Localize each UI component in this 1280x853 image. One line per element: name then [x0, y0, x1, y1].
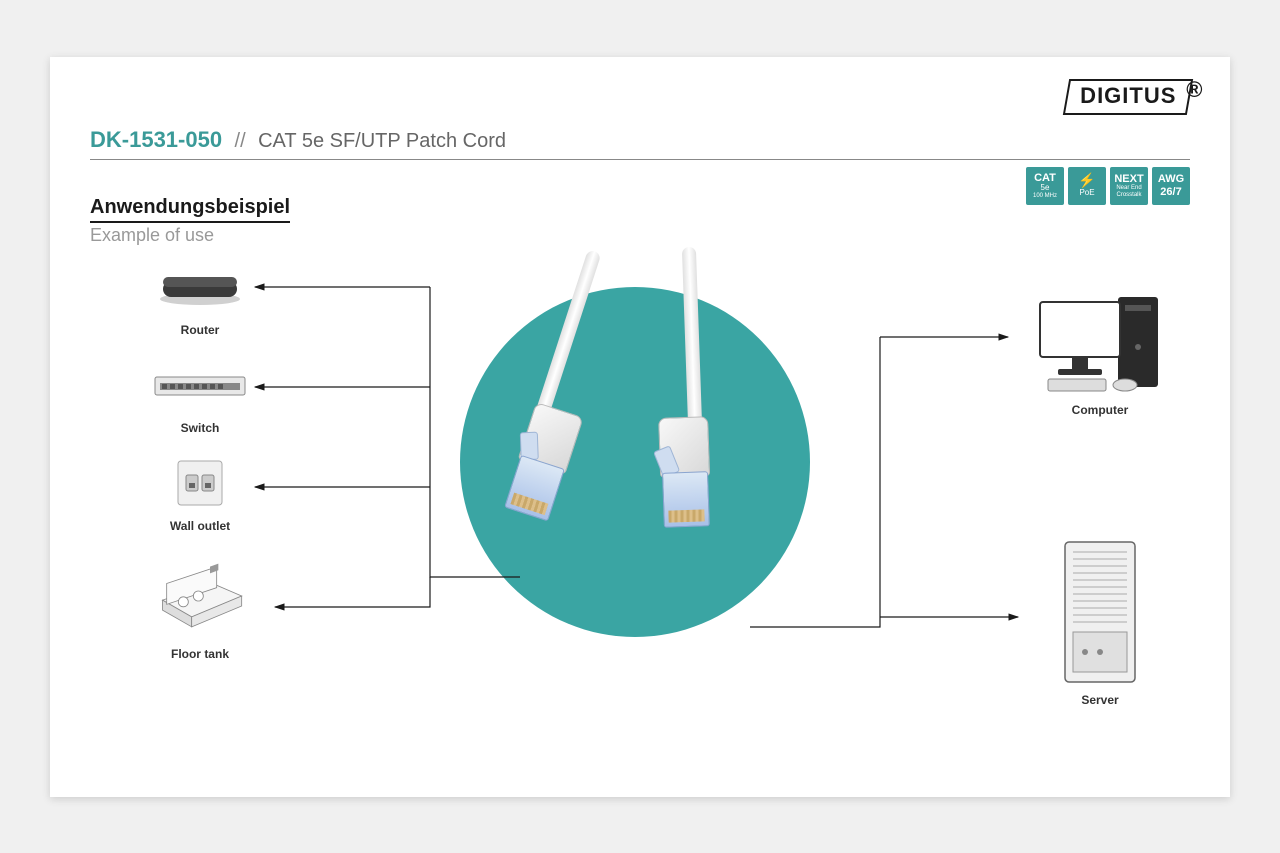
badge-poe: ⚡ PoE: [1068, 167, 1106, 205]
badge-awg: AWG 26/7: [1152, 167, 1190, 205]
product-code: DK-1531-050: [90, 127, 222, 152]
node-switch: Switch: [110, 355, 290, 435]
title-separator: //: [235, 130, 246, 152]
left-device-column: Router Switch: [110, 257, 290, 679]
title-row: DK-1531-050 // CAT 5e SF/UTP Patch Cord: [90, 127, 1190, 160]
floor-tank-icon: [150, 551, 250, 641]
brand-logo: DIGITUS ®: [1063, 79, 1194, 115]
node-computer: Computer: [1010, 287, 1190, 417]
use-case-diagram: Router Switch: [90, 257, 1190, 767]
server-label: Server: [1010, 693, 1190, 707]
floor-tank-label: Floor tank: [110, 647, 290, 661]
node-server: Server: [1010, 537, 1190, 707]
brand-text: DIGITUS: [1080, 83, 1176, 109]
spec-badges: CAT 5e 100 MHz ⚡ PoE NEXT Near End Cross…: [1026, 167, 1190, 205]
rj45-plug-right: [648, 415, 722, 527]
wall-outlet-label: Wall outlet: [110, 519, 290, 533]
section-header: Anwendungsbeispiel Example of use: [90, 160, 1190, 246]
badge-cat: CAT 5e 100 MHz: [1026, 167, 1064, 205]
product-name: CAT 5e SF/UTP Patch Cord: [258, 130, 506, 152]
node-floor-tank: Floor tank: [110, 551, 290, 661]
switch-icon: [150, 355, 250, 415]
heading-de: Anwendungsbeispiel: [90, 196, 290, 223]
heading-en: Example of use: [90, 225, 1190, 246]
right-device-column: Computer: [1010, 287, 1190, 827]
wall-outlet-icon: [150, 453, 250, 513]
badge-next: NEXT Near End Crosstalk: [1110, 167, 1148, 205]
product-sheet-page: DIGITUS ® DK-1531-050 // CAT 5e SF/UTP P…: [50, 57, 1230, 797]
computer-icon: [1030, 287, 1170, 397]
registered-mark: ®: [1186, 77, 1203, 103]
switch-label: Switch: [110, 421, 290, 435]
router-label: Router: [110, 323, 290, 337]
router-icon: [150, 257, 250, 317]
server-icon: [1045, 537, 1155, 687]
node-wall-outlet: Wall outlet: [110, 453, 290, 533]
computer-label: Computer: [1010, 403, 1190, 417]
node-router: Router: [110, 257, 290, 337]
